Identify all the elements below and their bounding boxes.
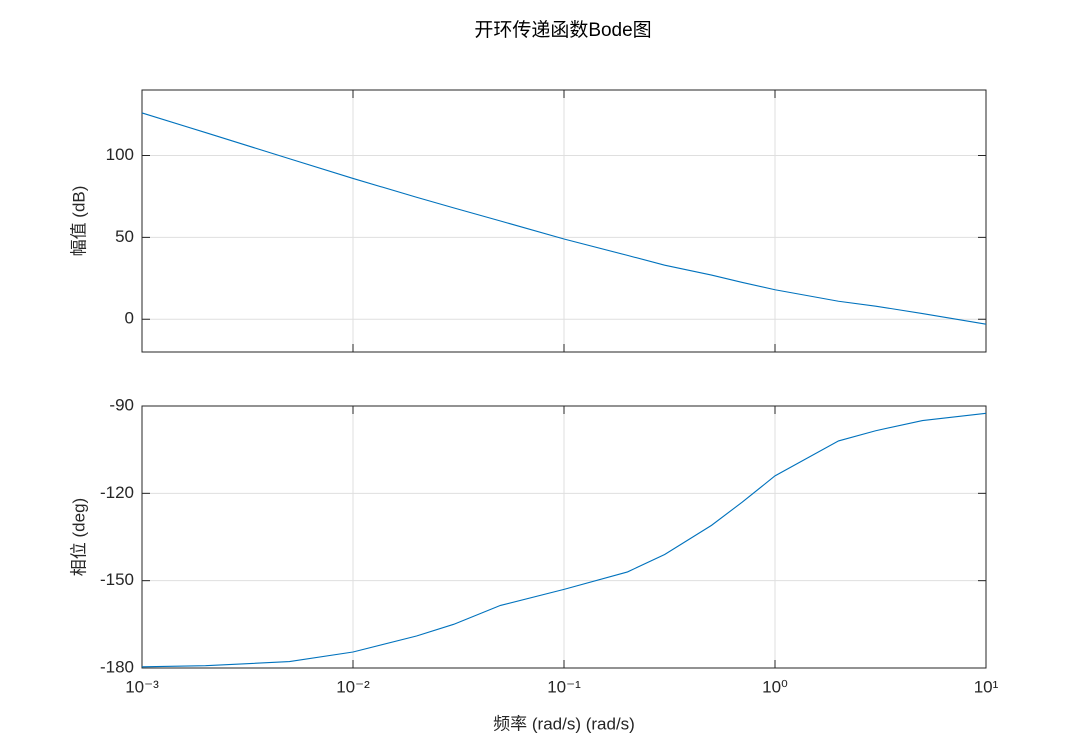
data-line bbox=[141, 412, 987, 668]
y-tick-label: -120 bbox=[100, 483, 134, 502]
y-tick-label: -90 bbox=[109, 395, 134, 414]
y-tick-label: -150 bbox=[100, 570, 134, 589]
figure-title: 开环传递函数Bode图 bbox=[474, 19, 651, 41]
y-tick-label: 50 bbox=[115, 227, 134, 246]
y-tick-label: 0 bbox=[125, 309, 134, 328]
y-tick-label: -180 bbox=[100, 657, 134, 676]
data-line bbox=[141, 112, 987, 325]
x-tick-label: 10¹ bbox=[974, 677, 999, 696]
x-axis-label: 频率 (rad/s) (rad/s) bbox=[493, 714, 635, 733]
x-tick-label: 10⁻¹ bbox=[547, 677, 581, 696]
x-tick-label: 10⁻² bbox=[336, 677, 370, 696]
y-tick-label: 100 bbox=[106, 145, 134, 164]
x-tick-label: 10⁻³ bbox=[125, 677, 159, 696]
axes-frame bbox=[141, 89, 987, 353]
y-axis-label: 相位 (deg) bbox=[69, 498, 88, 576]
x-tick-label: 10⁰ bbox=[762, 677, 788, 696]
y-axis-label: 幅值 (dB) bbox=[69, 186, 88, 257]
axes-frame bbox=[141, 405, 987, 669]
